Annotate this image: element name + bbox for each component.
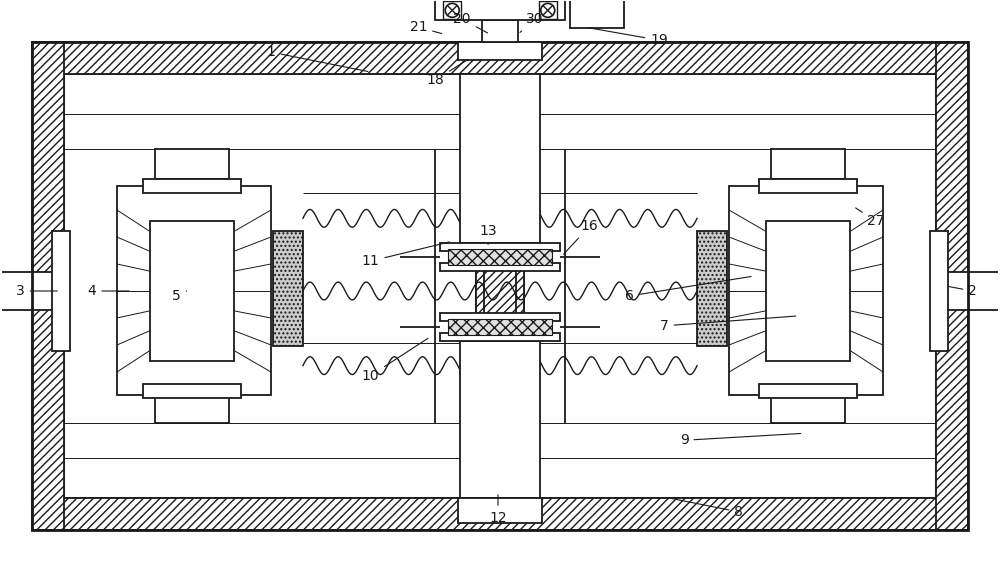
Text: 19: 19 — [588, 28, 668, 47]
Bar — [32, 42, 968, 74]
Text: 3: 3 — [16, 284, 57, 298]
Bar — [570, 0, 624, 28]
Bar — [273, 231, 303, 346]
Bar — [936, 42, 968, 530]
Text: 4: 4 — [88, 284, 129, 298]
Bar — [771, 393, 845, 424]
Bar — [150, 221, 234, 361]
Bar — [458, 42, 542, 60]
Bar — [155, 149, 229, 178]
Bar — [930, 231, 948, 351]
Bar — [771, 149, 845, 178]
Bar — [440, 313, 560, 321]
Bar — [759, 178, 857, 193]
Bar — [476, 149, 524, 424]
Text: 20: 20 — [453, 12, 488, 33]
Bar — [448, 319, 552, 335]
Bar — [64, 74, 936, 498]
Text: 1: 1 — [267, 45, 368, 71]
Circle shape — [445, 3, 459, 17]
Bar — [440, 333, 560, 341]
Bar — [476, 149, 484, 424]
Bar — [52, 231, 70, 351]
Bar — [143, 383, 241, 399]
Bar — [440, 263, 560, 271]
Text: 16: 16 — [564, 219, 598, 254]
Text: 5: 5 — [172, 289, 187, 303]
Bar — [516, 149, 524, 424]
Bar — [458, 498, 542, 523]
Bar — [539, 1, 557, 19]
Text: 7: 7 — [660, 316, 796, 333]
Bar — [0, 272, 57, 310]
Bar — [117, 187, 271, 396]
Bar — [440, 243, 560, 251]
Bar — [460, 74, 540, 243]
Text: 8: 8 — [672, 498, 743, 519]
Bar — [32, 42, 64, 530]
Bar — [460, 341, 540, 498]
Text: 2: 2 — [949, 284, 977, 298]
Text: 12: 12 — [489, 495, 507, 525]
Text: 6: 6 — [625, 277, 751, 303]
Bar — [759, 383, 857, 399]
Bar — [729, 187, 883, 396]
Text: 9: 9 — [680, 433, 801, 447]
Bar — [482, 74, 518, 498]
Bar — [443, 1, 461, 19]
Text: 11: 11 — [362, 242, 450, 268]
Bar — [155, 393, 229, 424]
Text: 13: 13 — [479, 224, 497, 245]
Bar — [32, 42, 968, 530]
Bar — [32, 498, 968, 530]
Bar — [448, 249, 552, 265]
Text: 21: 21 — [410, 20, 442, 34]
Text: 18: 18 — [426, 60, 468, 87]
Bar — [143, 178, 241, 193]
Bar — [482, 20, 518, 42]
Bar — [766, 221, 850, 361]
Bar — [943, 272, 1000, 310]
Text: 30: 30 — [520, 12, 544, 33]
Bar — [435, 1, 565, 20]
Bar — [697, 231, 727, 346]
Circle shape — [541, 3, 555, 17]
Text: 10: 10 — [362, 338, 428, 383]
Text: 27: 27 — [856, 208, 885, 228]
